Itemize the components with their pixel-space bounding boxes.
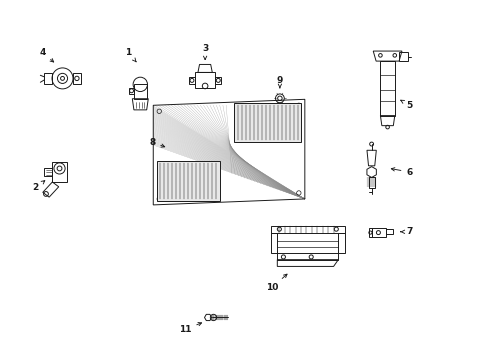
Text: 8: 8 (149, 138, 164, 147)
Text: 7: 7 (400, 227, 412, 236)
Text: 1: 1 (125, 48, 136, 62)
Text: 2: 2 (32, 181, 45, 193)
Text: 10: 10 (265, 274, 286, 292)
Text: 5: 5 (400, 100, 412, 110)
Polygon shape (157, 161, 220, 201)
Text: 11: 11 (179, 323, 201, 334)
Text: 4: 4 (40, 48, 54, 62)
Text: 6: 6 (390, 167, 412, 176)
Text: 9: 9 (276, 76, 283, 88)
Polygon shape (234, 103, 300, 142)
Text: 3: 3 (202, 44, 208, 59)
